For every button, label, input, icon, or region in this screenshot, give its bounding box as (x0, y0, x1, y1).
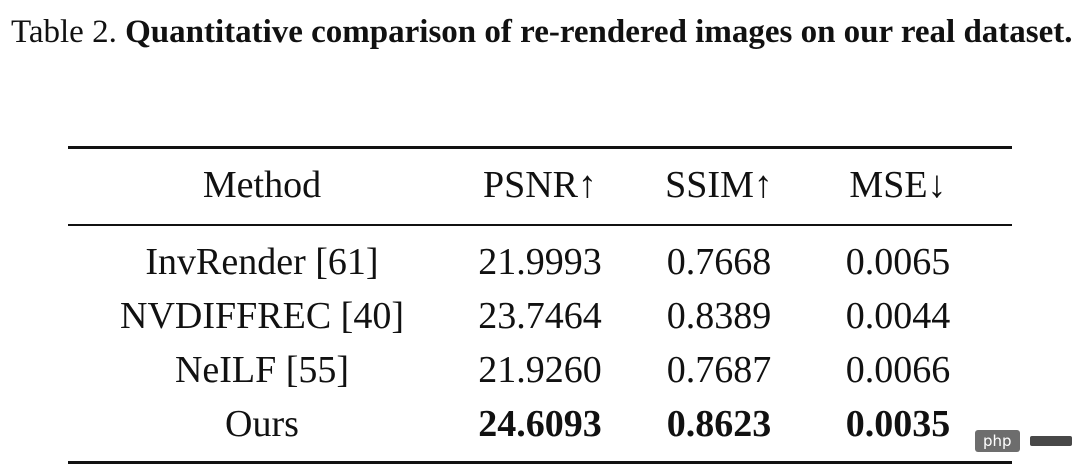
method-cell: NeILF [55] (174, 349, 350, 391)
header-psnr: PSNR↑ (482, 164, 598, 206)
table-top-rule (68, 146, 1012, 149)
ssim-cell: 0.7687 (666, 349, 772, 391)
ssim-cell: 0.7668 (666, 241, 772, 283)
psnr-cell: 21.9260 (478, 349, 602, 391)
method-cell: Ours (225, 403, 299, 445)
table-caption: Table 2. Quantitative comparison of re-r… (11, 3, 1076, 61)
header-ssim: SSIM↑ (665, 164, 773, 206)
mse-cell: 0.0044 (845, 295, 951, 337)
mse-cell-best: 0.0035 (845, 403, 951, 445)
method-cell: NVDIFFREC [40] (120, 295, 404, 337)
method-cell: InvRender [61] (145, 241, 379, 283)
mse-cell: 0.0065 (845, 241, 951, 283)
table-header-rule (68, 224, 1012, 226)
psnr-cell-best: 24.6093 (478, 403, 602, 445)
watermark-bar (1029, 436, 1072, 446)
psnr-cell: 23.7464 (478, 295, 602, 337)
header-mse: MSE↓ (849, 164, 947, 206)
watermark: php (975, 428, 1072, 454)
table-row: NeILF [55] 21.9260 0.7687 0.0066 (68, 343, 1012, 397)
table-bottom-rule (68, 461, 1012, 464)
caption-label: Table 2. (11, 14, 117, 50)
caption-title: Quantitative comparison of re-rendered i… (125, 14, 1073, 50)
header-method: Method (202, 164, 322, 206)
ssim-cell-best: 0.8623 (666, 403, 772, 445)
table-header-row: Method PSNR↑ SSIM↑ MSE↓ (68, 158, 1012, 212)
watermark-logo: php (975, 430, 1020, 452)
table-row-best: Ours 24.6093 0.8623 0.0035 (68, 397, 1012, 451)
table-row: InvRender [61] 21.9993 0.7668 0.0065 (68, 235, 1012, 289)
mse-cell: 0.0066 (845, 349, 951, 391)
table-row: NVDIFFREC [40] 23.7464 0.8389 0.0044 (68, 289, 1012, 343)
ssim-cell: 0.8389 (666, 295, 772, 337)
psnr-cell: 21.9993 (478, 241, 602, 283)
